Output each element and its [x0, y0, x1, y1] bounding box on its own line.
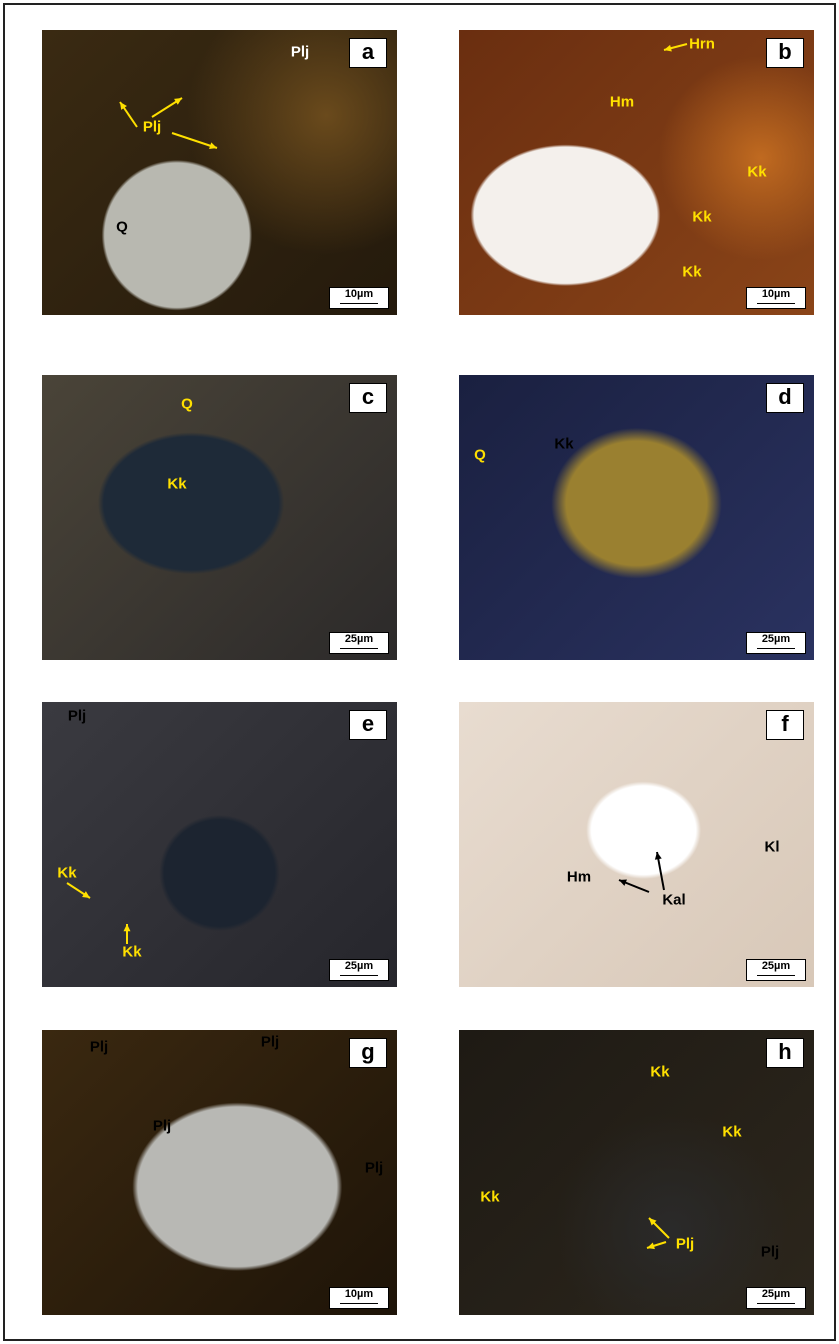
- panel-letter: e: [349, 710, 387, 740]
- panel-letter: g: [349, 1038, 387, 1068]
- mineral-label: Kk: [722, 1124, 741, 1141]
- micrograph-panel: h 25µm Kk Kk Kk Plj Plj: [459, 1030, 814, 1315]
- mineral-label: Plj: [761, 1244, 779, 1261]
- panel-letter: a: [349, 38, 387, 68]
- scale-bar: 25µm: [329, 959, 389, 981]
- mineral-label: Q: [474, 447, 486, 464]
- mineral-label: Hrn: [689, 36, 715, 53]
- arrow-head: [647, 1243, 655, 1250]
- mineral-label: Plj: [261, 1034, 279, 1051]
- mineral-label: Kk: [692, 209, 711, 226]
- panel-letter: b: [766, 38, 804, 68]
- mineral-label: Kk: [122, 944, 141, 961]
- mineral-label: Plj: [90, 1039, 108, 1056]
- arrows: [42, 1030, 397, 1315]
- mineral-label: Plj: [153, 1118, 171, 1135]
- arrows: [42, 702, 397, 987]
- scale-bar: 25µm: [746, 959, 806, 981]
- micrograph-panel: a 10µm Plj Plj Q: [42, 30, 397, 315]
- mineral-label: Plj: [143, 119, 161, 136]
- arrow-head: [209, 142, 217, 149]
- scale-bar: 10µm: [329, 287, 389, 309]
- mineral-label: Plj: [676, 1236, 694, 1253]
- micrograph-panel: e 25µm Plj Kk Kk: [42, 702, 397, 987]
- mineral-label: Plj: [291, 44, 309, 61]
- micrograph-panel: c 25µm Q Kk: [42, 375, 397, 660]
- scale-bar: 10µm: [329, 1287, 389, 1309]
- scale-bar: 25µm: [329, 632, 389, 654]
- micrograph-panel: d 25µm Q Kk: [459, 375, 814, 660]
- mineral-label: Kk: [167, 476, 186, 493]
- arrows: [42, 30, 397, 315]
- arrow-head: [124, 924, 131, 931]
- mineral-label: Q: [116, 219, 128, 236]
- scale-bar: 10µm: [746, 287, 806, 309]
- mineral-label: Plj: [365, 1160, 383, 1177]
- mineral-label: Kl: [765, 839, 780, 856]
- mineral-label: Plj: [68, 708, 86, 725]
- panel-letter: c: [349, 383, 387, 413]
- arrows: [42, 375, 397, 660]
- scale-bar: 25µm: [746, 632, 806, 654]
- mineral-label: Kal: [662, 892, 685, 909]
- mineral-label: Kk: [650, 1064, 669, 1081]
- mineral-label: Kk: [747, 164, 766, 181]
- mineral-label: Q: [181, 396, 193, 413]
- panel-letter: f: [766, 710, 804, 740]
- arrows: [459, 1030, 814, 1315]
- panel-letter: h: [766, 1038, 804, 1068]
- micrograph-panel: g 10µm Plj Plj Plj Plj: [42, 1030, 397, 1315]
- mineral-label: Kk: [480, 1189, 499, 1206]
- mineral-label: Hm: [610, 94, 634, 111]
- mineral-label: Kk: [554, 436, 573, 453]
- micrograph-panel: f 25µm Hm Kal Kl: [459, 702, 814, 987]
- mineral-label: Kk: [682, 264, 701, 281]
- mineral-label: Hm: [567, 869, 591, 886]
- mineral-label: Kk: [57, 865, 76, 882]
- arrows: [459, 702, 814, 987]
- micrograph-panel: b 10µm Hrn Hm Kk Kk Kk: [459, 30, 814, 315]
- arrow-head: [655, 852, 662, 860]
- panel-letter: d: [766, 383, 804, 413]
- scale-bar: 25µm: [746, 1287, 806, 1309]
- arrows: [459, 375, 814, 660]
